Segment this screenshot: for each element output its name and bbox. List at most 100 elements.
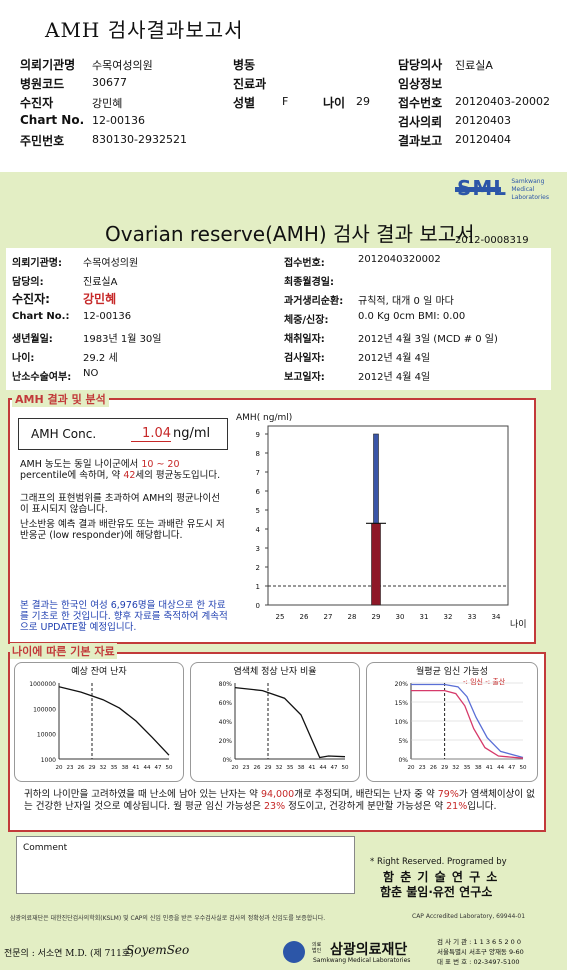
header-label: 접수번호 — [398, 96, 443, 110]
info-label: 수진자: — [12, 292, 50, 306]
amh-chart-ylabel: AMH( ng/ml) — [236, 413, 292, 423]
amh-conc-unit: ng/ml — [173, 426, 211, 441]
certification-text: 삼광의료재단은 대한진단검사의학회(KSLM) 및 CAP의 신임 인증을 받은… — [10, 915, 326, 922]
mini-x-tick: 41 — [486, 765, 493, 771]
amh-conc-value: 1.04 — [131, 426, 171, 442]
amh-chart-frame — [267, 425, 509, 606]
patient-info-panel: 의뢰기관명: 수목여성의원 담당의: 진료실A 수진자: 강민혜 Chart No.: 12-… — [6, 248, 551, 390]
mini-y-tick: 10% — [395, 719, 409, 726]
info-label: 담당의: — [12, 277, 44, 288]
mini-y-tick: 100000 — [33, 706, 56, 713]
mini-y-tick: 1000 — [41, 757, 56, 764]
header-value: 20120403 — [455, 114, 511, 127]
age-data-title: 나이에 따른 기본 자료 — [10, 643, 117, 659]
mini-x-tick: 29 — [441, 765, 448, 771]
info-value: 수목여성의원 — [83, 258, 139, 269]
info-label: 과거생리순환: — [284, 296, 344, 307]
mini-x-tick: 35 — [464, 765, 471, 771]
info-value: 2012년 4월 4일 — [358, 372, 431, 383]
header-label: 성별 — [233, 96, 256, 110]
normal-egg-ratio-chart: 염색체 정상 난자 비율 80% 60% 40% 20% 0% 20 23 26 29 32 35 38… — [190, 662, 360, 782]
header-value: 20120404 — [455, 133, 511, 146]
info-value: 0.0 Kg 0cm BMI: 0.00 — [358, 311, 466, 322]
cap-text: CAP Accredited Laboratory, 69944-01 — [412, 913, 526, 920]
remaining-eggs-chart: 예상 잔여 난자 1000000 100000 10000 1000 20 23 26 29 32… — [14, 662, 184, 782]
amh-y-tick: 0 — [256, 602, 260, 610]
sml-logo-bar — [455, 187, 501, 192]
header-label: 병동 — [233, 58, 256, 72]
mini-chart-title: 예상 잔여 난자 — [71, 665, 127, 677]
info-label: 최종월경일: — [284, 277, 334, 288]
org-hamchun-tech: 함 춘 기 술 연 구 소 — [383, 870, 499, 884]
mini-chart-title: 월평균 임신 가능성 — [416, 665, 488, 677]
mini-x-tick: 44 — [497, 765, 504, 771]
mini-x-tick: 20 — [56, 765, 63, 771]
mini-x-tick: 44 — [144, 765, 151, 771]
mini-x-tick: 50 — [166, 765, 173, 771]
foundation-tag: 의료법인 — [312, 942, 322, 954]
mini-y-tick: 80% — [219, 681, 233, 688]
amh-x-tick: 32 — [444, 613, 453, 621]
mini-y-tick: 0% — [398, 757, 408, 764]
header-value: 수목여성의원 — [92, 59, 153, 72]
amh-y-tick: 3 — [256, 545, 260, 553]
mini-x-tick: 38 — [475, 765, 482, 771]
mini-x-tick: 47 — [508, 765, 515, 771]
header-value: 강민혜 — [92, 97, 123, 110]
mini-x-tick: 41 — [309, 765, 316, 771]
mini-x-tick: 23 — [67, 765, 74, 771]
amh-x-tick: 26 — [300, 613, 309, 621]
amh-conc-label: AMH Conc. — [31, 427, 97, 441]
report-number: 2012-0008319 — [455, 235, 529, 246]
info-label: 생년월일: — [12, 334, 53, 345]
age-summary-text: 귀하의 나이만을 고려하였을 때 난소에 남아 있는 난자는 약 94,000개… — [24, 789, 535, 812]
amh-y-tick: 6 — [256, 488, 261, 496]
mini-chart-title: 염색체 정상 난자 비율 — [233, 666, 316, 677]
amh-value-bar — [371, 523, 381, 606]
info-label: 보고일자: — [284, 372, 325, 383]
header-value: 30677 — [92, 76, 127, 89]
header-value: F — [282, 95, 289, 108]
mini-x-tick: 32 — [276, 765, 283, 771]
mini-y-tick: 0% — [222, 757, 232, 764]
mini-y-tick: 40% — [219, 719, 233, 726]
mini-x-tick: 41 — [133, 765, 140, 771]
pregnancy-chance-chart: 월평균 임신 가능성 20% 15% 10% 5% 0% 20 23 26 29 32 35 38 41 4… — [366, 662, 538, 782]
amh-x-tick: 27 — [324, 613, 333, 621]
header-label: 담당의사 — [398, 58, 443, 72]
info-value: 강민혜 — [83, 292, 117, 306]
amh-y-tick: 1 — [256, 583, 260, 591]
mini-x-tick: 38 — [298, 765, 305, 771]
foundation-name: 삼광의료재단 — [330, 942, 408, 958]
amh-x-tick: 31 — [420, 613, 429, 621]
header-title: AMH 검사결과보고서 — [45, 18, 244, 42]
amh-y-tick: 5 — [256, 507, 260, 515]
info-value: 12-00136 — [83, 311, 132, 322]
amh-y-tick: 7 — [256, 469, 260, 477]
mini-x-tick: 29 — [265, 765, 272, 771]
info-value: 2012년 4월 4일 — [358, 353, 431, 364]
info-label: 체중/신장: — [284, 315, 329, 326]
amh-responder-text: 난소반응 예측 결과 배란유도 또는 과배란 유도시 저반응군 (low res… — [20, 519, 225, 541]
header-label: 주민번호 — [20, 134, 65, 148]
org-hamchun-research: 함춘 불임·유전 연구소 — [380, 885, 493, 899]
mini-curve — [411, 683, 524, 759]
amh-y-tick: 4 — [256, 526, 261, 534]
mini-x-tick: 26 — [430, 765, 437, 771]
header-value: 830130-2932521 — [92, 133, 187, 146]
mini-x-tick: 26 — [78, 765, 85, 771]
amh-data-note: 본 결과는 한국인 여성 6,976명을 대상으로 한 자료를 기초로 한 것입… — [20, 600, 228, 633]
comment-box: Comment — [16, 836, 355, 894]
info-label: 채취일자: — [284, 334, 325, 345]
mini-curve — [234, 686, 346, 759]
amh-x-tick: 33 — [468, 613, 477, 621]
amh-y-tick: 2 — [256, 564, 260, 572]
info-value: NO — [83, 368, 99, 379]
header-label: 임상정보 — [398, 77, 443, 91]
info-value: 29.2 세 — [83, 353, 118, 364]
mini-x-tick: 20 — [408, 765, 415, 771]
foundation-logo-icon — [283, 941, 305, 963]
mini-legend: -: 임신 -: 출산 — [463, 677, 506, 686]
header-age-value: 29 — [356, 95, 370, 108]
